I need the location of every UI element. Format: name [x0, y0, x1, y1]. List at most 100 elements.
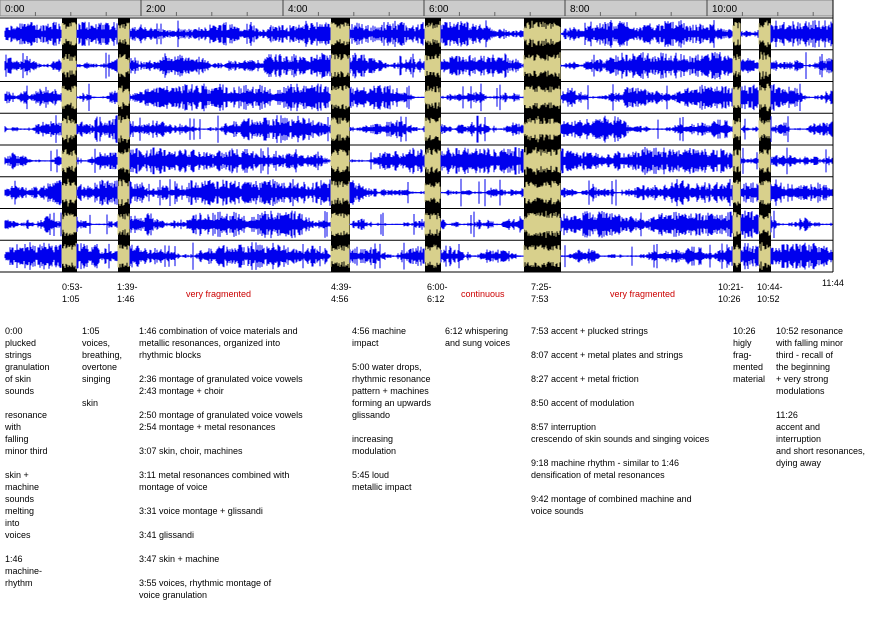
text-line: 4:56 machine — [352, 326, 407, 336]
paragraph: 7:53 accent + plucked strings — [531, 325, 709, 337]
paragraph: 11:26 accent and interruption and short res… — [776, 409, 865, 469]
text-line: sounds — [5, 386, 35, 396]
text-line: overtone — [82, 362, 118, 372]
text-line: sounds — [5, 494, 35, 504]
text-line: with — [5, 422, 22, 432]
region-end: 10:52 — [757, 294, 780, 304]
text-line: dying away — [776, 458, 822, 468]
text-line: pattern + machines — [352, 386, 429, 396]
section-annotation: very fragmented — [186, 289, 252, 299]
text-line: 6:12 whispering — [445, 326, 509, 336]
text-line: 8:07 accent + metal plates and strings — [531, 350, 683, 360]
paragraph: 5:00 water drops, rhythmic resonance patte… — [352, 361, 431, 421]
region-start: 0:53- — [62, 282, 83, 292]
text-line: voice granulation — [139, 590, 208, 600]
region-end: 1:05 — [62, 294, 80, 304]
text-line: with falling minor — [776, 338, 844, 348]
paragraph: skin — [82, 397, 122, 409]
ruler — [0, 0, 834, 17]
section-annotation: very fragmented — [610, 289, 676, 299]
paragraph: 8:27 accent + metal friction — [531, 373, 709, 385]
region-end: 4:56 — [331, 294, 349, 304]
text-line: 3:47 skin + machine — [139, 554, 220, 564]
text-line: into — [5, 518, 20, 528]
text-line: 9:42 montage of combined machine and — [531, 494, 692, 504]
text-line: 7:53 accent + plucked strings — [531, 326, 648, 336]
text-line: forming an upwards — [352, 398, 432, 408]
paragraph: 9:42 montage of combined machine and voic… — [531, 493, 709, 517]
text-line: increasing — [352, 434, 394, 444]
text-line: 9:18 machine rhythm - similar to 1:46 — [531, 458, 680, 468]
region-end: 10:26 — [718, 294, 741, 304]
paragraph: 6:12 whispering and sung voices — [445, 325, 510, 349]
text-line: + very strong — [776, 374, 829, 384]
text-line: 3:41 glissandi — [139, 530, 195, 540]
text-line: 5:00 water drops, — [352, 362, 422, 372]
paragraph: 1:05 voices, breathing, overtone singing — [82, 325, 122, 385]
paragraph: 5:45 loud metallic impact — [352, 469, 431, 493]
text-line: material — [733, 374, 766, 384]
text-line: 8:50 accent of modulation — [531, 398, 635, 408]
text-line: modulation — [352, 446, 397, 456]
text-line: voices — [5, 530, 31, 540]
text-line: rhythmic blocks — [139, 350, 202, 360]
region-start: 10:21- — [718, 282, 744, 292]
text-line: melting — [5, 506, 35, 516]
paragraph: 8:50 accent of modulation — [531, 397, 709, 409]
text-line: interruption — [776, 434, 822, 444]
text-line: 8:57 interruption — [531, 422, 597, 432]
text-line: mented — [733, 362, 764, 372]
region-start: 1:39- — [117, 282, 138, 292]
waveform-highlight — [61, 242, 771, 270]
text-line: plucked — [5, 338, 37, 348]
text-line: machine- — [5, 566, 43, 576]
text-line: falling — [5, 434, 29, 444]
text-line: 10:52 resonance — [776, 326, 844, 336]
text-line: crescendo of skin sounds and singing voi… — [531, 434, 710, 444]
text-column: 10:52 resonance with falling minor third -… — [776, 325, 865, 481]
text-line: resonance — [5, 410, 48, 420]
text-line: 3:11 metal resonances combined with — [139, 470, 290, 480]
waveform — [4, 147, 833, 175]
end-time: 11:44 — [822, 278, 844, 288]
paragraph: skin + machine sounds melting into voices — [5, 469, 50, 541]
waveform — [4, 178, 833, 207]
waveform — [4, 20, 833, 48]
text-line: 8:27 accent + metal friction — [531, 374, 639, 384]
text-line: voices, — [82, 338, 111, 348]
waveform-highlight — [61, 20, 771, 48]
waveform — [4, 210, 833, 239]
text-line: 1:46 — [5, 554, 23, 564]
text-line: skin + — [5, 470, 29, 480]
paragraph: 2:36 montage of granulated voice vowels 2… — [139, 373, 303, 397]
text-line: rhythm — [5, 578, 33, 588]
paragraph: 3:07 skin, choir, machines — [139, 445, 303, 457]
paragraph: 10:26 higly frag-mented material — [733, 325, 765, 385]
waveform-highlight — [61, 147, 771, 175]
text-line: 11:26 — [776, 410, 798, 420]
text-column: 1:46 combination of voice materials and m… — [139, 325, 303, 613]
text-line: impact — [352, 338, 379, 348]
text-line: glissando — [352, 410, 391, 420]
paragraph: 1:46 combination of voice materials and m… — [139, 325, 303, 361]
text-column: 7:53 accent + plucked strings 8:07 accent… — [531, 325, 709, 529]
text-line: granulation — [5, 362, 50, 372]
paragraph: 9:18 machine rhythm - similar to 1:46 den… — [531, 457, 709, 481]
region-end: 1:46 — [117, 294, 135, 304]
waveform — [4, 115, 833, 143]
text-column: 6:12 whispering and sung voices — [445, 325, 510, 361]
paragraph: 2:50 montage of granulated voice vowels 2… — [139, 409, 303, 433]
ruler-label: 0:00 — [5, 4, 25, 15]
paragraph: 3:47 skin + machine — [139, 553, 303, 565]
waveform-highlight — [61, 83, 771, 112]
waveform — [4, 83, 833, 112]
text-line: higly — [733, 338, 752, 348]
paragraph: 0:00 plucked strings granulation of skin soun… — [5, 325, 50, 397]
text-line: 1:05 — [82, 326, 100, 336]
text-line: 0:00 — [5, 326, 23, 336]
region-end: 6:12 — [427, 294, 445, 304]
waveform — [4, 52, 833, 80]
text-line: minor third — [5, 446, 48, 456]
text-line: singing — [82, 374, 111, 384]
